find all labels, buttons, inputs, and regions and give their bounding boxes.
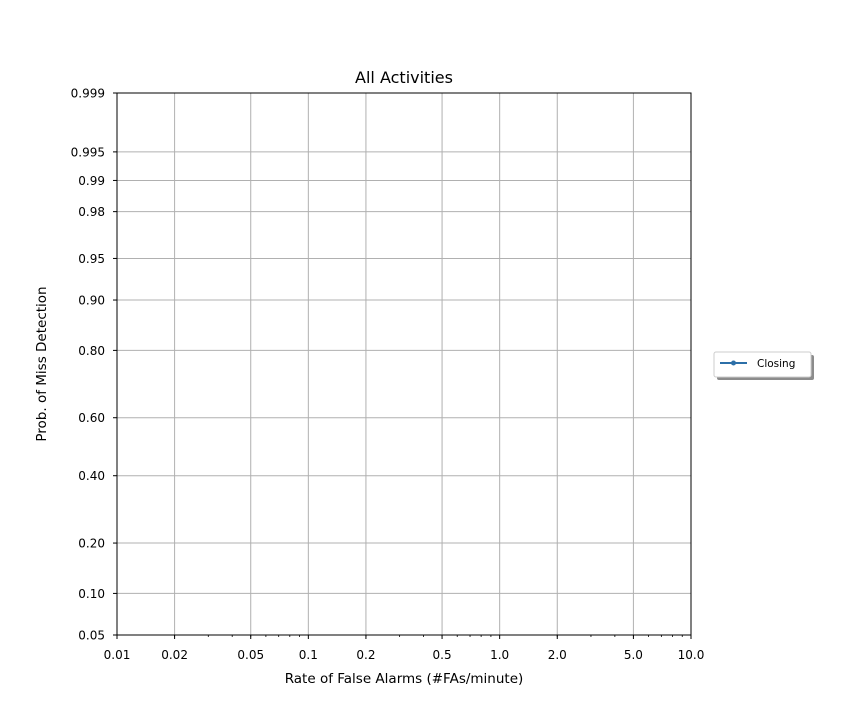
x-axis-title: Rate of False Alarms (#FAs/minute) [285,671,524,687]
y-tick-label: 0.20 [78,537,105,551]
y-tick-label: 0.95 [78,252,105,266]
y-tick-label: 0.80 [78,344,105,358]
legend-label-closing: Closing [757,358,795,370]
y-tick-label: 0.98 [78,205,105,219]
x-tick-label: 0.01 [104,648,131,662]
y-tick-label: 0.995 [71,145,105,159]
y-tick-label: 0.10 [78,587,105,601]
y-tick-label: 0.60 [78,411,105,425]
y-tick-label: 0.999 [71,87,105,101]
x-tick-label: 0.5 [433,648,452,662]
x-tick-label: 1.0 [490,648,509,662]
x-tick-label: 0.02 [161,648,188,662]
chart-title: All Activities [355,68,453,87]
y-tick-label: 0.99 [78,174,105,188]
y-tick-label: 0.90 [78,294,105,308]
y-tick-label: 0.40 [78,469,105,483]
y-axis: 0.05 0.10 0.20 0.40 0.60 0.80 0.90 0.95 0.98 0.99… [71,87,117,643]
x-tick-label: 0.2 [356,648,375,662]
x-tick-label: 0.05 [237,648,264,662]
x-tick-label: 0.1 [299,648,318,662]
legend: Closing [713,351,814,380]
y-axis-title: Prob. of Miss Detection [34,286,50,441]
plot-frame [116,92,692,636]
legend-box [713,351,812,378]
x-tick-label: 2.0 [548,648,567,662]
x-tick-label: 5.0 [624,648,643,662]
x-tick-label: 10.0 [678,648,705,662]
legend-marker-closing [731,360,736,366]
y-tick-label: 0.05 [78,629,105,643]
x-axis: 0.01 0.02 0.05 0.1 0.2 0.5 1.0 2.0 5.0 10.0 [104,635,705,662]
